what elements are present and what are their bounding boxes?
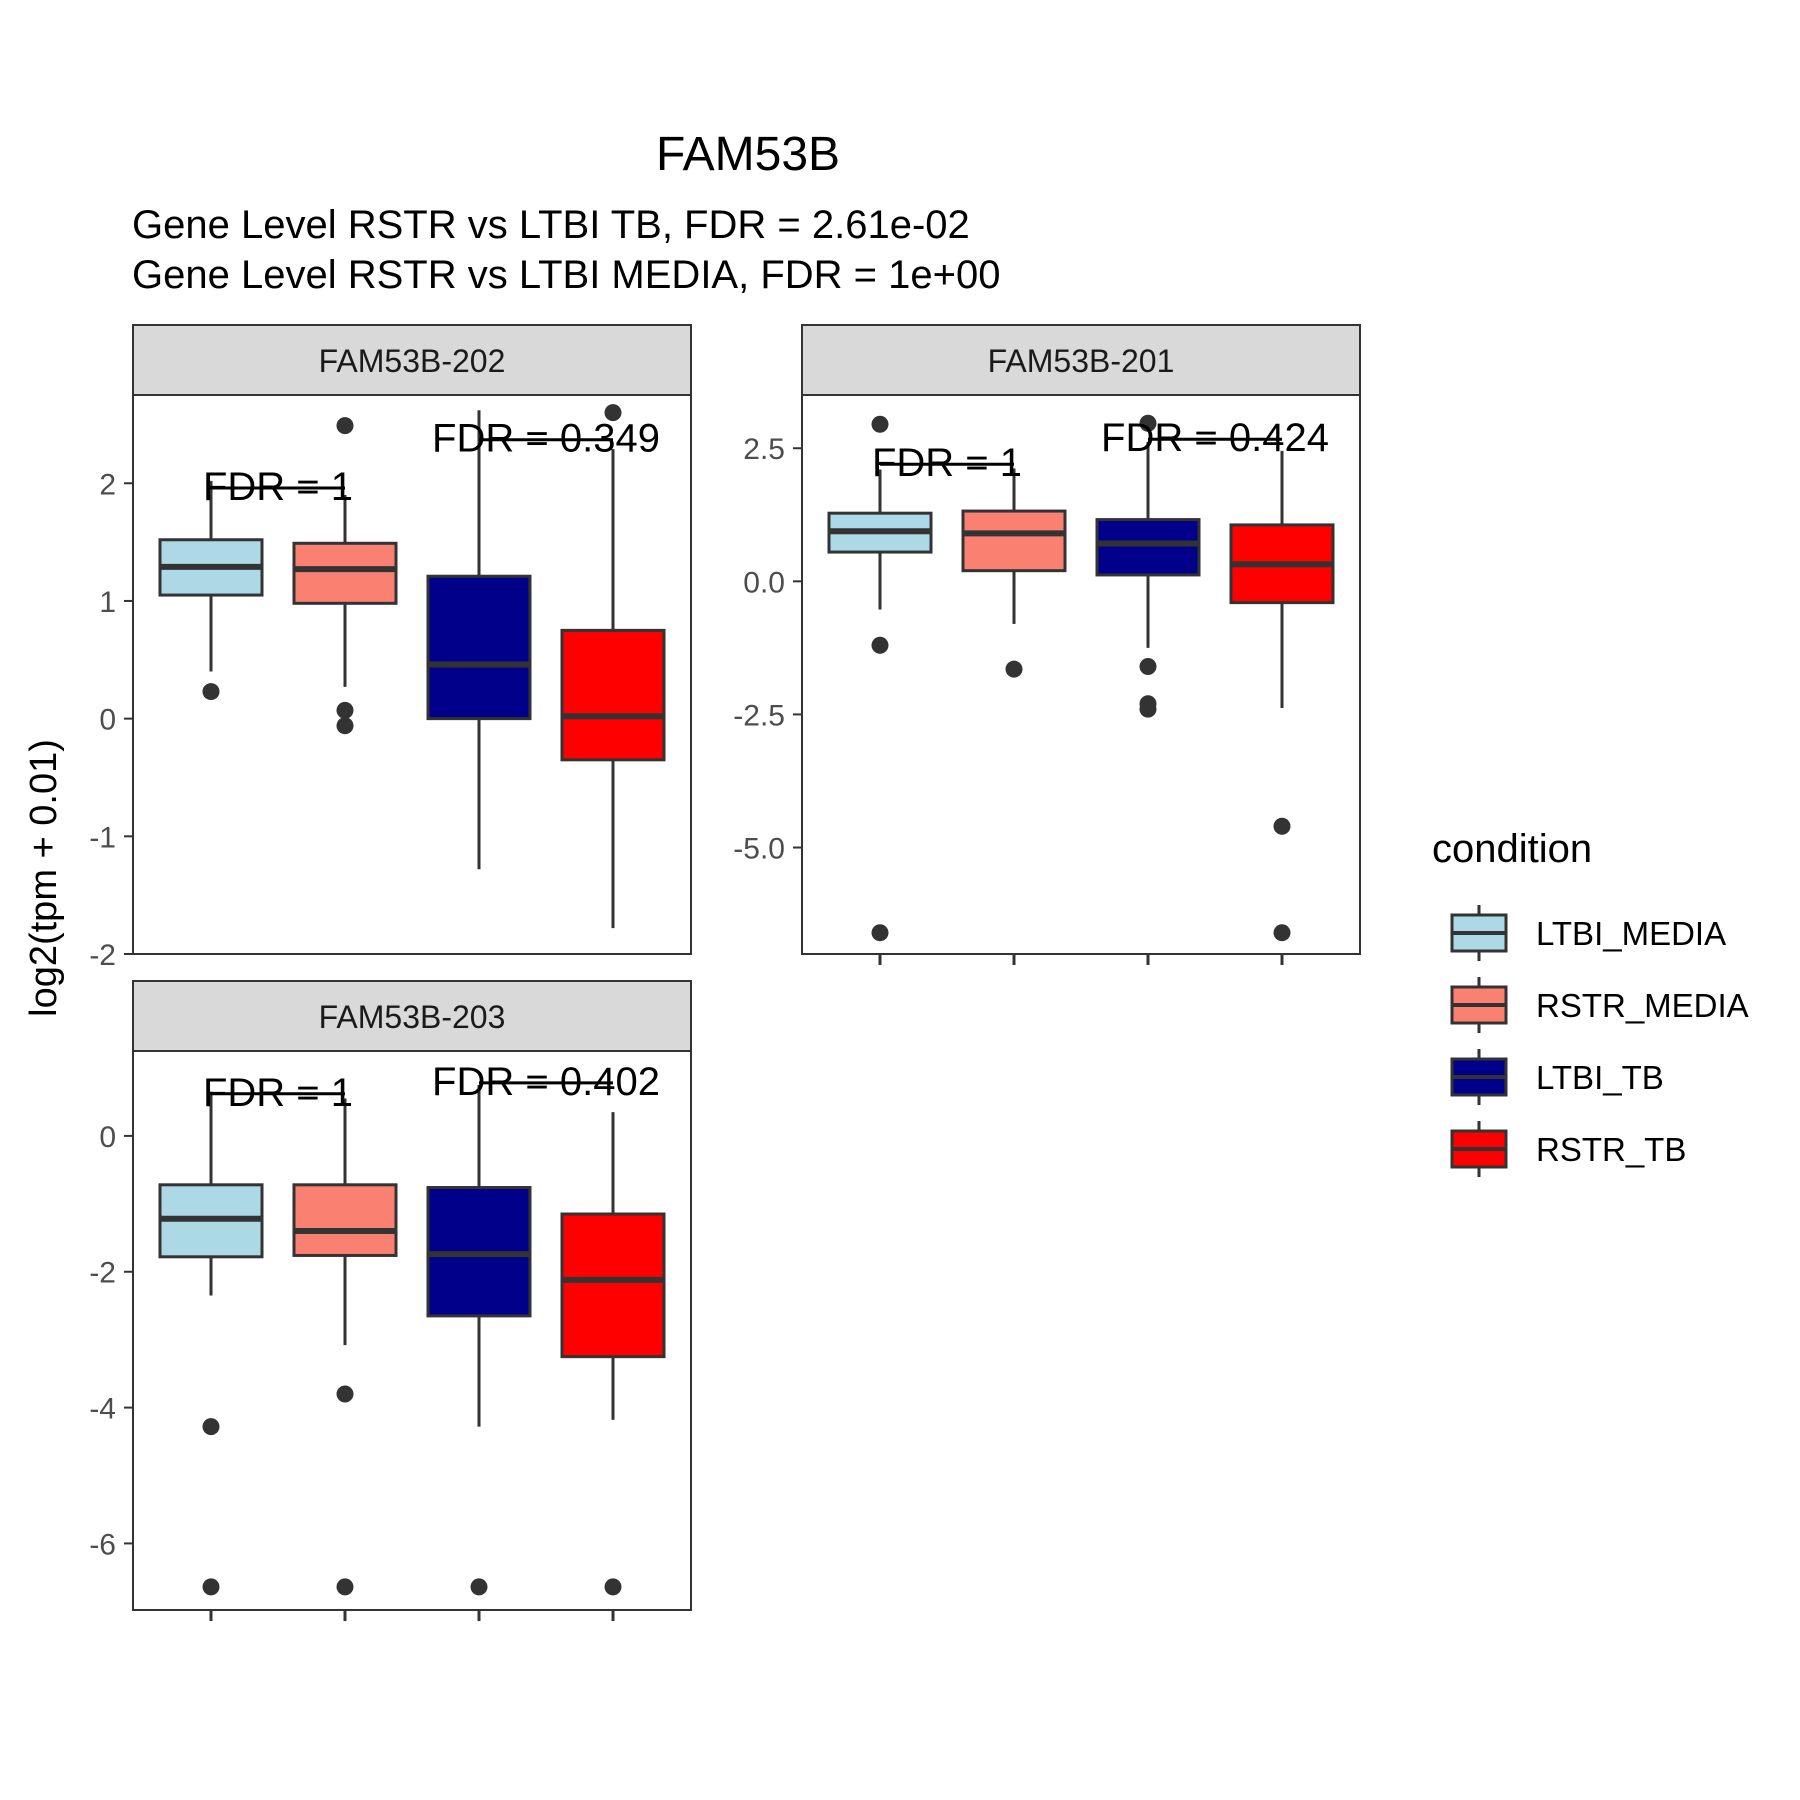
outlier-point bbox=[1140, 658, 1157, 675]
outlier-point bbox=[1274, 924, 1291, 941]
legend-item-label: LTBI_MEDIA bbox=[1536, 915, 1726, 952]
panel-fam53b-203: FAM53B-203 -6 -4 -2 0 FDR = 1 FDR = 0.402 bbox=[89, 981, 691, 1621]
legend-item-ltbi-tb: LTBI_TB bbox=[1452, 1049, 1664, 1105]
outlier-point bbox=[605, 1578, 622, 1595]
facet-strip-label: FAM53B-201 bbox=[988, 343, 1175, 379]
fdr-annotation: FDR = 0.402 bbox=[432, 1060, 660, 1104]
legend-item-label: RSTR_TB bbox=[1536, 1131, 1686, 1168]
chart-title: FAM53B bbox=[656, 128, 840, 181]
legend-item-rstr-tb: RSTR_TB bbox=[1452, 1121, 1686, 1177]
fdr-annotation: FDR = 1 bbox=[203, 465, 353, 509]
outlier-point bbox=[337, 702, 354, 719]
y-tick-label: 0.0 bbox=[743, 566, 785, 599]
fdr-annotation: FDR = 0.349 bbox=[432, 417, 660, 461]
y-tick-label: -6 bbox=[89, 1528, 116, 1561]
legend-item-rstr-media: RSTR_MEDIA bbox=[1452, 977, 1749, 1033]
box-iqr bbox=[428, 576, 530, 718]
y-tick-label: -5.0 bbox=[733, 833, 785, 866]
y-tick-label: -2.5 bbox=[733, 699, 785, 732]
legend-title: condition bbox=[1432, 827, 1592, 871]
legend-item-label: RSTR_MEDIA bbox=[1536, 987, 1749, 1024]
outlier-point bbox=[872, 924, 889, 941]
outlier-point bbox=[337, 717, 354, 734]
y-tick-label: 2 bbox=[99, 468, 116, 501]
outlier-point bbox=[1006, 661, 1023, 678]
facet-strip-label: FAM53B-203 bbox=[319, 999, 506, 1035]
box-iqr bbox=[294, 543, 396, 603]
y-tick-label: -4 bbox=[89, 1393, 116, 1426]
outlier-point bbox=[337, 1578, 354, 1595]
outlier-point bbox=[203, 683, 220, 700]
box-iqr bbox=[562, 1214, 664, 1357]
outlier-point bbox=[1140, 701, 1157, 718]
outlier-point bbox=[337, 417, 354, 434]
y-axis-label: log2(tpm + 0.01) bbox=[23, 739, 65, 1017]
legend: condition LTBI_MEDIA RSTR_MEDIA LTBI_TB RST… bbox=[1432, 827, 1749, 1177]
y-tick-label: 2.5 bbox=[743, 433, 785, 466]
panel-fam53b-202: FAM53B-202 -2 -1 0 1 2 FDR = 1 FDR = 0.349 bbox=[89, 325, 691, 972]
fdr-annotation: FDR = 0.424 bbox=[1101, 416, 1329, 460]
panel-fam53b-201: FAM53B-201 -5.0 -2.5 0.0 2.5 FDR = 1 FDR = 0.4… bbox=[733, 325, 1360, 965]
outlier-point bbox=[1274, 818, 1291, 835]
legend-item-ltbi-media: LTBI_MEDIA bbox=[1452, 905, 1726, 961]
box-iqr bbox=[562, 630, 664, 759]
y-tick-label: 1 bbox=[99, 586, 116, 619]
outlier-point bbox=[471, 1578, 488, 1595]
facet-strip-label: FAM53B-202 bbox=[319, 343, 506, 379]
y-tick-label: -1 bbox=[89, 821, 116, 854]
legend-item-label: LTBI_TB bbox=[1536, 1059, 1664, 1096]
fdr-annotation: FDR = 1 bbox=[203, 1071, 353, 1115]
outlier-point bbox=[203, 1578, 220, 1595]
chart-subtitle-line-2: Gene Level RSTR vs LTBI MEDIA, FDR = 1e+… bbox=[132, 253, 1000, 297]
y-tick-label: -2 bbox=[89, 939, 116, 972]
outlier-point bbox=[203, 1418, 220, 1435]
outlier-point bbox=[872, 416, 889, 433]
fdr-annotation: FDR = 1 bbox=[872, 441, 1022, 485]
outlier-point bbox=[872, 637, 889, 654]
y-tick-label: -2 bbox=[89, 1257, 116, 1290]
y-tick-label: 0 bbox=[99, 1121, 116, 1154]
chart-subtitle-line-1: Gene Level RSTR vs LTBI TB, FDR = 2.61e-… bbox=[132, 203, 970, 247]
outlier-point bbox=[337, 1386, 354, 1403]
box-iqr bbox=[963, 511, 1065, 571]
box-iqr bbox=[1097, 520, 1199, 575]
y-tick-label: 0 bbox=[99, 704, 116, 737]
box-iqr bbox=[294, 1185, 396, 1256]
